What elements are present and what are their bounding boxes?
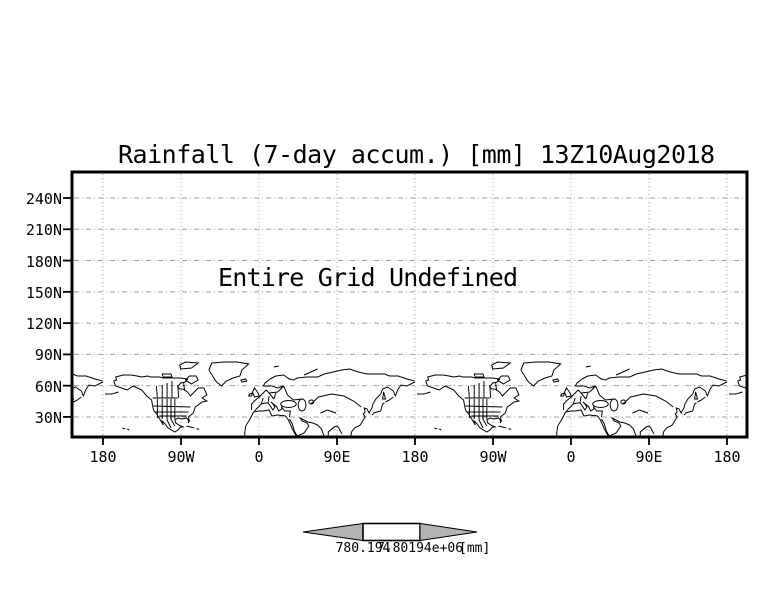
x-tick-label: 0	[254, 448, 264, 466]
y-tick-label: 90N	[34, 346, 62, 365]
plot-title: Rainfall (7-day accum.) [mm] 13Z10Aug201…	[118, 140, 715, 169]
x-tick-label: 90W	[479, 448, 507, 466]
map-tile	[104, 361, 415, 437]
world-coastlines-map	[72, 361, 747, 437]
status-message: Entire Grid Undefined	[218, 263, 518, 292]
y-tick-label: 120N	[25, 315, 62, 334]
colorbar-left-arrow	[302, 522, 364, 542]
colorbar	[302, 522, 478, 542]
y-tick-label: 180N	[25, 252, 62, 271]
colorbar-label-right: 7.80194e+06	[376, 541, 464, 556]
x-tick-label: 180	[401, 448, 429, 466]
x-tick-label: 90E	[323, 448, 351, 466]
colorbar-unit-label: [mm]	[459, 541, 491, 556]
colorbar-label-left: 780.194	[335, 541, 391, 556]
x-tick-label: 0	[566, 448, 576, 466]
graticule-grid-lines	[74, 174, 745, 436]
x-tick-label: 180	[713, 448, 741, 466]
plot-frame	[70, 170, 749, 439]
colorbar-rect	[362, 522, 421, 542]
y-tick-label: 60N	[34, 377, 62, 396]
y-tick-label: 30N	[34, 408, 62, 427]
x-tick-label: 90W	[167, 448, 195, 466]
y-tick-label: 240N	[25, 190, 62, 208]
x-tick-label: 90E	[635, 448, 663, 466]
map-tile	[728, 374, 747, 429]
y-tick-label: 210N	[25, 221, 62, 240]
x-tick-label: 180	[89, 448, 117, 466]
y-tick-label: 150N	[25, 283, 62, 302]
colorbar-right-arrow	[419, 522, 478, 542]
map-tile	[416, 361, 727, 437]
